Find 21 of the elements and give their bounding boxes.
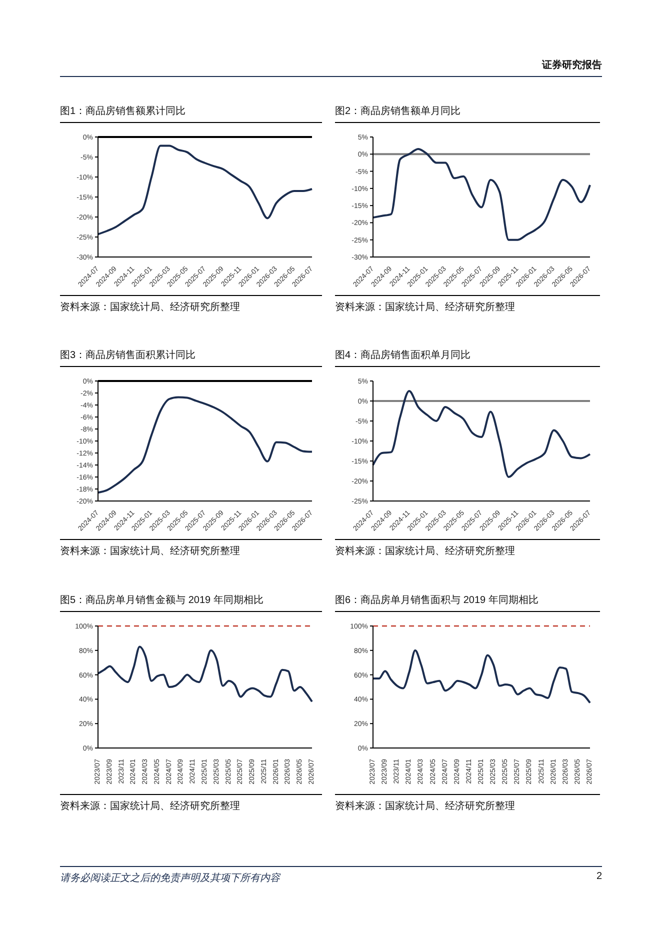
line-series xyxy=(372,148,591,241)
line-series xyxy=(97,396,313,494)
line-series xyxy=(97,646,313,703)
chart-title: 图4：商品房销售面积单月同比 xyxy=(335,348,600,367)
chart-title: 图2：商品房销售额单月同比 xyxy=(335,104,600,123)
text: 请务必阅读正文之后的免责声明及其项下所有内容 xyxy=(60,872,280,885)
text: 证券研究报告 xyxy=(542,60,602,71)
line-series xyxy=(372,390,591,478)
chart-title: 图5：商品房单月销售金额与 2019 年同期相比 xyxy=(60,593,322,612)
line-series xyxy=(372,649,591,704)
text: 资料来源：国家统计局、经济研究所整理 xyxy=(60,794,322,813)
line-series xyxy=(97,144,313,236)
text: 资料来源：国家统计局、经济研究所整理 xyxy=(60,539,322,558)
text: 资料来源：国家统计局、经济研究所整理 xyxy=(335,539,600,558)
chart-title: 图1：商品房销售额累计同比 xyxy=(60,104,322,123)
text: 2 xyxy=(596,871,602,884)
text: 资料来源：国家统计局、经济研究所整理 xyxy=(60,295,322,314)
chart-title: 图3：商品房销售面积累计同比 xyxy=(60,348,322,367)
text: 资料来源：国家统计局、经济研究所整理 xyxy=(335,794,600,813)
chart-title: 图6：商品房单月销售面积与 2019 年同期相比 xyxy=(335,593,600,612)
text: 资料来源：国家统计局、经济研究所整理 xyxy=(335,295,600,314)
